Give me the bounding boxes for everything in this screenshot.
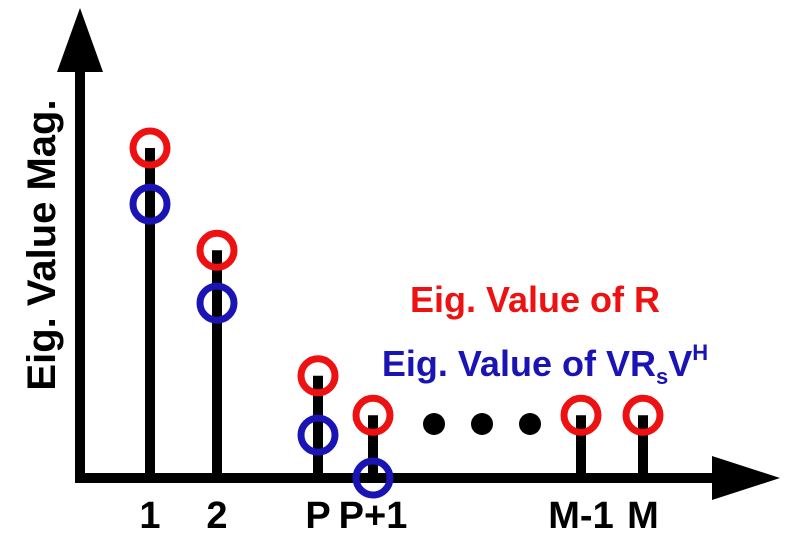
ellipsis-dot-2 (471, 413, 493, 435)
marker-v-1 (129, 183, 171, 225)
marker-r-4 (352, 394, 394, 436)
legend-v-sub: s (656, 364, 668, 389)
ellipsis-dot-1 (423, 413, 445, 435)
x-tick-label: M-1 (548, 495, 613, 537)
x-tick-labels: 1 2 P P+1 M-1 M (139, 495, 658, 537)
x-tick-label: 1 (139, 495, 160, 537)
ellipsis-dots (423, 413, 541, 435)
x-tick-label: M (627, 495, 659, 537)
ellipsis-dot-3 (519, 413, 541, 435)
markers-layer (129, 127, 664, 499)
marker-v-3 (297, 414, 339, 456)
legend-v-sup: H (692, 340, 708, 365)
marker-r-2 (196, 229, 238, 271)
legend-v-label: Eig. Value of VRsVH (382, 340, 708, 389)
marker-r-3 (297, 355, 339, 397)
legend-v-v: V (668, 343, 692, 384)
marker-r-6 (622, 394, 664, 436)
x-axis-arrow (712, 456, 780, 500)
x-tick-label: P (305, 495, 330, 537)
legend-v-main: Eig. Value of VR (382, 343, 656, 384)
marker-r-1 (129, 127, 171, 169)
y-axis-label: Eig. Value Mag. (20, 99, 64, 390)
legend-r-label: Eig. Value of R (410, 279, 660, 320)
y-axis-arrow (57, 8, 103, 72)
marker-v-4 (352, 457, 394, 499)
x-tick-label: 2 (206, 495, 227, 537)
marker-v-2 (196, 282, 238, 324)
x-tick-label: P+1 (339, 495, 408, 537)
marker-r-5 (560, 394, 602, 436)
